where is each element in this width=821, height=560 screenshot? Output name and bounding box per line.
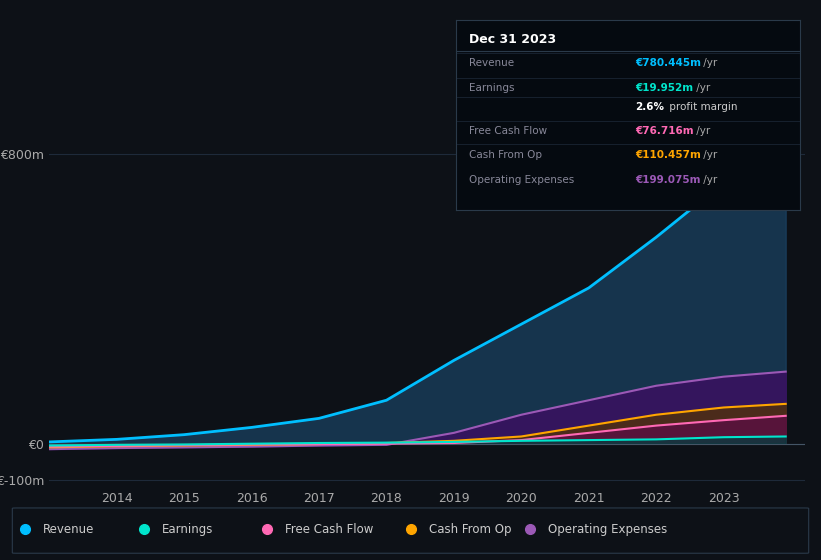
Text: €76.716m: €76.716m <box>635 126 694 136</box>
Text: Free Cash Flow: Free Cash Flow <box>470 126 548 136</box>
Text: €780.445m: €780.445m <box>635 58 701 68</box>
Text: €110.457m: €110.457m <box>635 150 701 160</box>
Text: Operating Expenses: Operating Expenses <box>470 175 575 185</box>
Text: 2.6%: 2.6% <box>635 102 664 113</box>
Text: /yr: /yr <box>700 175 718 185</box>
Text: Free Cash Flow: Free Cash Flow <box>285 523 374 536</box>
Text: €19.952m: €19.952m <box>635 83 693 94</box>
Text: /yr: /yr <box>693 83 710 94</box>
Text: /yr: /yr <box>700 58 718 68</box>
Text: Operating Expenses: Operating Expenses <box>548 523 667 536</box>
Text: /yr: /yr <box>700 150 718 160</box>
Text: Earnings: Earnings <box>470 83 515 94</box>
Text: profit margin: profit margin <box>666 102 737 113</box>
Text: Cash From Op: Cash From Op <box>470 150 543 160</box>
Text: Revenue: Revenue <box>470 58 515 68</box>
Text: /yr: /yr <box>693 126 710 136</box>
Text: Earnings: Earnings <box>162 523 213 536</box>
Text: Cash From Op: Cash From Op <box>429 523 511 536</box>
Text: Revenue: Revenue <box>43 523 94 536</box>
Text: €199.075m: €199.075m <box>635 175 700 185</box>
Text: Dec 31 2023: Dec 31 2023 <box>470 33 557 46</box>
